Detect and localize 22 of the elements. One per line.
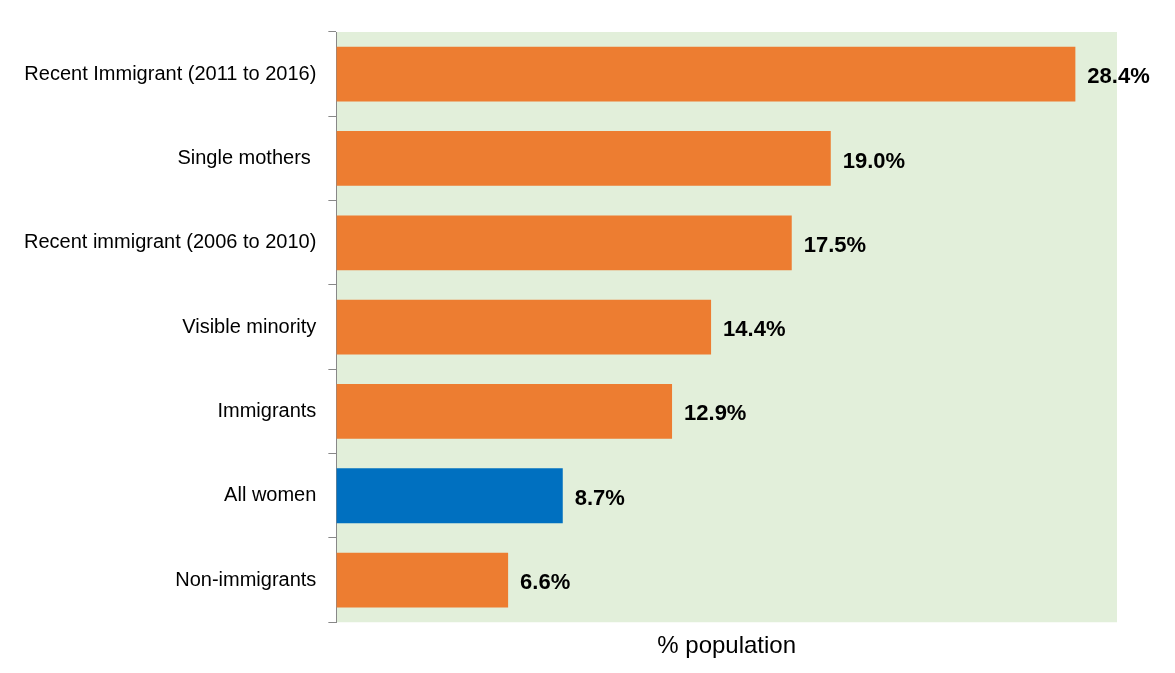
bar	[336, 215, 792, 271]
bar	[336, 46, 1076, 102]
bar	[336, 552, 509, 608]
bar	[336, 384, 673, 439]
y-tick-label: Recent immigrant (2006 to 2010)	[24, 230, 317, 253]
bar	[336, 299, 712, 355]
data-label: 12.9%	[684, 400, 747, 426]
bar	[336, 131, 831, 186]
y-tick-label: Visible minority	[182, 314, 317, 337]
y-tick-label: Immigrants	[217, 398, 317, 421]
data-label: 14.4%	[723, 316, 786, 342]
data-label: 28.4%	[1087, 63, 1150, 89]
data-label: 6.6%	[520, 569, 571, 595]
y-tick-label: All women	[224, 483, 317, 506]
data-label: 17.5%	[803, 231, 867, 257]
y-tick-label: Single mothers	[177, 145, 317, 168]
data-label: 19.0%	[842, 147, 906, 173]
y-tick-label: Non-immigrants	[175, 567, 317, 590]
y-tick-label: Recent Immigrant (2011 to 2016)	[24, 61, 317, 84]
bar	[336, 468, 563, 524]
x-axis-title: % population	[657, 631, 797, 659]
data-label: 8.7%	[574, 484, 625, 510]
